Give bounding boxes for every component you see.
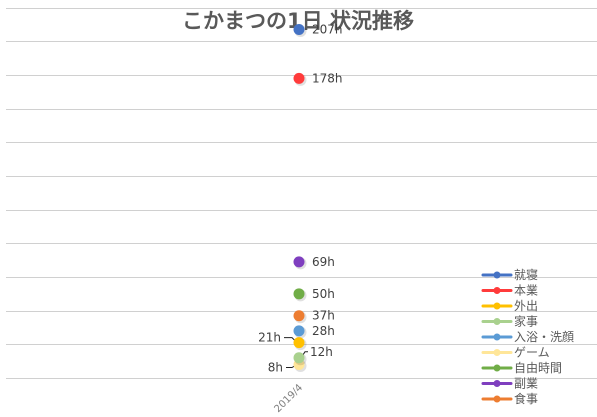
data-point (293, 24, 305, 36)
legend-label: ゲーム (514, 346, 550, 360)
data-point (293, 337, 305, 349)
x-tick-label: 2019/4 (272, 382, 305, 415)
legend-marker (493, 333, 501, 341)
data-points (293, 24, 307, 373)
data-label: 178h (312, 71, 343, 85)
data-point (293, 310, 305, 322)
legend-label: 外出 (514, 299, 538, 313)
legend-marker (493, 271, 501, 279)
data-point (293, 288, 305, 300)
legend-marker (493, 287, 501, 294)
data-label: 207h (312, 23, 343, 37)
data-point (293, 72, 305, 84)
legend-marker (493, 302, 501, 310)
legend-label: 家事 (514, 314, 538, 329)
legend-label: 自由時間 (514, 361, 562, 375)
legend-marker (493, 380, 501, 387)
legend-label: 食事 (514, 391, 538, 406)
legend-marker (493, 364, 501, 372)
data-label: 8h (268, 361, 283, 375)
legend-marker (493, 395, 501, 403)
data-point (293, 256, 305, 268)
legend-label: 就寝 (514, 267, 538, 282)
legend-label: 本業 (514, 284, 538, 298)
data-label: 37h (312, 309, 335, 323)
legend-label: 入浴・洗顔 (514, 329, 574, 344)
legend-marker (493, 349, 501, 356)
data-labels: 207h 178h 21h 12h 28h 8h 50h 69h 37h (258, 23, 342, 375)
data-point (293, 325, 305, 337)
legend-marker (493, 318, 501, 325)
data-label: 12h (310, 345, 333, 359)
data-label: 50h (312, 287, 335, 301)
data-point (293, 352, 305, 364)
legend-label: 副業 (514, 377, 538, 391)
data-label: 28h (312, 324, 335, 338)
data-label: 21h (258, 331, 281, 345)
data-label: 69h (312, 255, 335, 269)
x-axis-ticks: 2019/4 (272, 382, 305, 415)
